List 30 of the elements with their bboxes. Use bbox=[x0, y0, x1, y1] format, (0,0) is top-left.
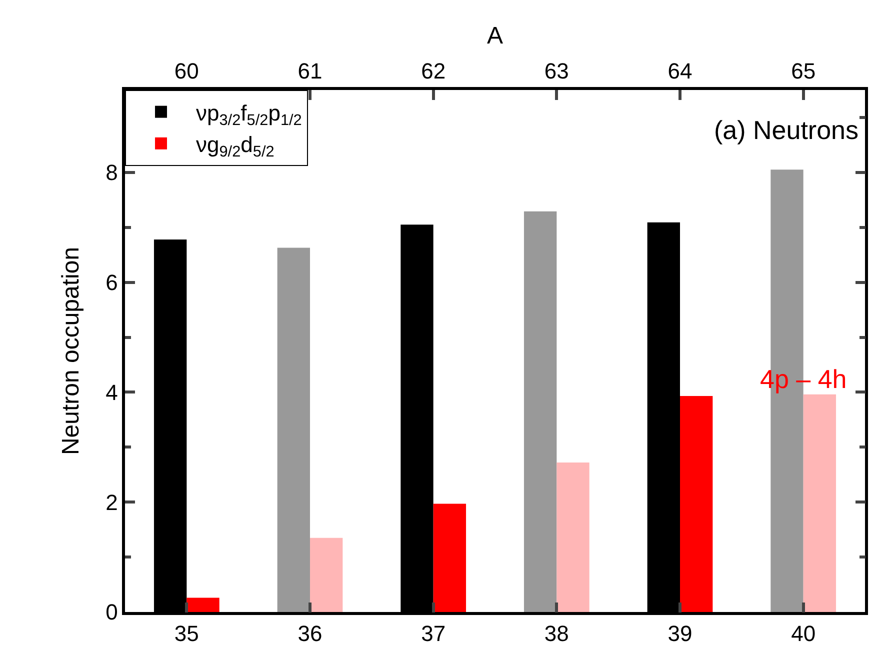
bar bbox=[186, 598, 220, 612]
bar bbox=[433, 504, 466, 612]
x-tick-label: 38 bbox=[544, 621, 569, 646]
bar bbox=[277, 248, 310, 612]
x2-tick-label: 64 bbox=[668, 58, 692, 84]
x2-tick-label: 61 bbox=[298, 58, 322, 84]
x-tick-label: 37 bbox=[421, 621, 446, 646]
x2-tick-label: 60 bbox=[174, 58, 199, 84]
x-tick-label: 35 bbox=[174, 621, 199, 646]
legend-label: νp$_{3/2}$f$_{5/2}$p$_{1/2}$ bbox=[196, 100, 302, 129]
x-tick-label: 36 bbox=[298, 621, 322, 646]
x2-axis-title: A bbox=[486, 22, 504, 50]
bar bbox=[310, 538, 343, 612]
x-tick-label: 40 bbox=[791, 621, 816, 646]
bar bbox=[556, 462, 590, 612]
x-tick-label: 39 bbox=[668, 621, 692, 646]
text: (a) Neutrons bbox=[714, 115, 858, 145]
x2-tick-label: 62 bbox=[421, 58, 446, 84]
y-tick-label: 0 bbox=[106, 600, 118, 625]
legend-label: νg$_{9/2}$d$_{5/2}$ bbox=[196, 132, 274, 161]
y-tick-label: 2 bbox=[106, 490, 118, 515]
bar bbox=[680, 396, 713, 612]
bar bbox=[524, 211, 557, 612]
y-tick-label: 6 bbox=[106, 270, 118, 296]
bar bbox=[803, 394, 836, 612]
y-axis-title: Neutron occupation bbox=[58, 246, 85, 456]
y-tick-label: 8 bbox=[106, 160, 118, 186]
x2-tick-label: 63 bbox=[544, 58, 569, 84]
x2-tick-label: 65 bbox=[791, 58, 816, 84]
y-tick-label: 4 bbox=[106, 380, 118, 405]
